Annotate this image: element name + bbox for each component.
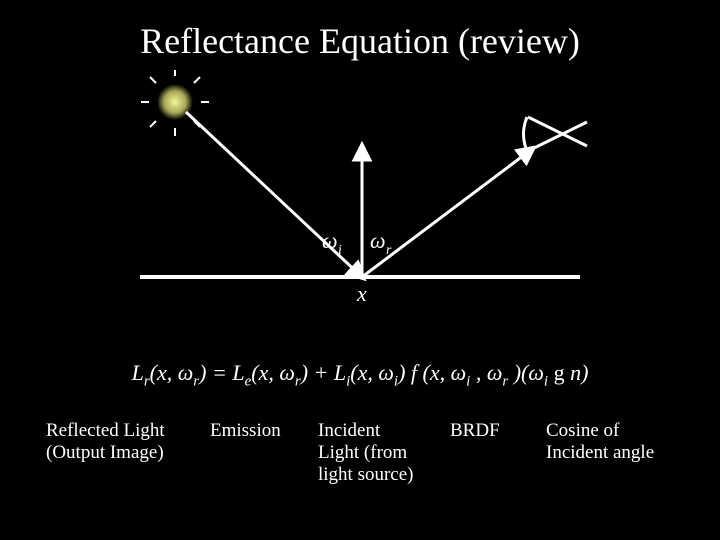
label-line: Light (from	[318, 442, 438, 464]
svg-text:i: i	[338, 243, 342, 258]
slide-title: Reflectance Equation (review)	[0, 20, 720, 62]
label-line: Incident	[318, 420, 438, 442]
eye-icon	[524, 117, 588, 151]
label-line: light source)	[318, 464, 438, 486]
reflectance-diagram: ω i ω r x	[130, 70, 590, 290]
label-brdf: BRDF	[450, 420, 510, 442]
term-labels: Reflected Light (Output Image) Emission …	[0, 420, 720, 510]
label-line: (Output Image)	[46, 442, 191, 464]
x-point-label: x	[356, 281, 367, 306]
svg-text:ω: ω	[370, 228, 386, 253]
svg-text:ω: ω	[322, 228, 338, 253]
label-line: Reflected Light	[46, 420, 191, 442]
label-emission: Emission	[210, 420, 300, 442]
label-line: Cosine of	[546, 420, 696, 442]
label-incident-light: Incident Light (from light source)	[318, 420, 438, 486]
svg-text:r: r	[386, 243, 392, 258]
omega-r-label: ω r	[370, 228, 392, 258]
label-reflected-light: Reflected Light (Output Image)	[46, 420, 191, 464]
omega-i-label: ω i	[322, 228, 342, 258]
label-cosine: Cosine of Incident angle	[546, 420, 696, 464]
label-line: Incident angle	[546, 442, 696, 464]
reflectance-equation: Lr(x, ωr) = Le(x, ωr) + Li(x, ωi) f (x, …	[0, 360, 720, 390]
